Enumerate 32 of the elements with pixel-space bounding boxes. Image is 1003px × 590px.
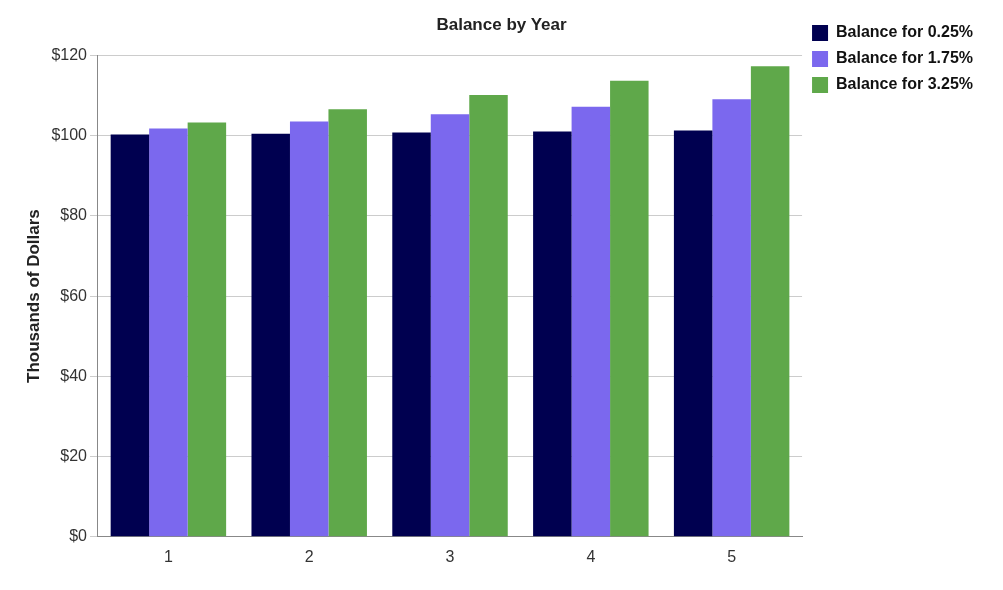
- y-tick-label: $40: [60, 366, 88, 384]
- x-tick-label: 1: [163, 547, 173, 565]
- bar: [673, 130, 713, 537]
- chart-title: Balance by Year: [436, 14, 567, 34]
- bar: [469, 95, 508, 537]
- y-axis-title: Thousands of Dollars: [23, 209, 43, 383]
- bar: [187, 122, 227, 537]
- bar: [430, 114, 470, 537]
- bar: [251, 133, 290, 537]
- bar: [712, 99, 751, 537]
- y-tick-label: $80: [60, 206, 88, 224]
- bar: [149, 128, 188, 537]
- bar: [392, 132, 431, 537]
- x-tick-label: 2: [304, 547, 314, 565]
- y-tick-label: $0: [69, 527, 88, 545]
- legend-label: Balance for 1.75%: [836, 49, 973, 67]
- x-tick-label: 4: [586, 547, 596, 565]
- bar: [110, 134, 150, 537]
- y-tick-label: $20: [60, 446, 88, 464]
- x-tick-label: 5: [727, 547, 737, 565]
- bar: [289, 121, 329, 537]
- legend-label: Balance for 0.25%: [836, 23, 973, 41]
- x-tick-label: 3: [445, 547, 455, 565]
- y-tick-label: $100: [51, 126, 88, 144]
- bar: [571, 106, 611, 537]
- bar: [328, 109, 367, 537]
- y-tick-label: $120: [51, 45, 88, 63]
- bar: [750, 66, 790, 537]
- bar: [610, 80, 649, 537]
- bar: [533, 131, 572, 537]
- y-tick-label: $60: [60, 286, 88, 304]
- legend-label: Balance for 3.25%: [836, 75, 973, 93]
